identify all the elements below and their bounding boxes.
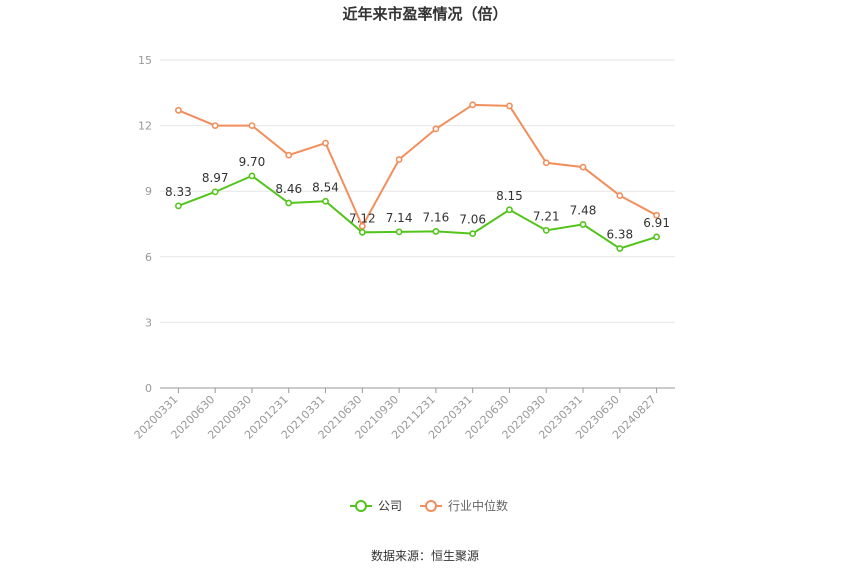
data-label: 9.70 (239, 155, 266, 169)
data-label: 7.06 (459, 213, 486, 227)
data-label: 8.54 (312, 180, 339, 194)
data-label: 7.14 (386, 211, 413, 225)
series-line-0 (178, 174, 657, 250)
series-point-1 (285, 151, 293, 159)
y-tick-label: 12 (138, 120, 152, 133)
series-point-0 (395, 228, 403, 236)
series-point-1 (322, 139, 329, 147)
series-point-0 (358, 228, 366, 236)
data-label: 8.46 (275, 182, 302, 196)
series-point-0 (469, 230, 477, 238)
legend-item-0[interactable]: 公司 (350, 499, 402, 513)
series-point-1 (653, 211, 661, 219)
data-label: 7.12 (349, 211, 376, 225)
series-point-1 (174, 106, 182, 114)
series-point-1 (248, 122, 256, 129)
legend-label: 公司 (378, 499, 402, 513)
series-point-0 (211, 188, 219, 196)
data-label: 7.16 (423, 210, 450, 224)
chart-title: 近年来市盈率情况（倍） (342, 5, 507, 23)
data-label: 7.21 (533, 209, 560, 223)
legend-marker-icon (355, 500, 367, 512)
y-tick-label: 15 (138, 54, 152, 67)
series-point-0 (285, 199, 293, 207)
legend-label: 行业中位数 (448, 498, 508, 513)
series-point-0 (579, 221, 587, 228)
series-point-0 (653, 233, 661, 241)
series-point-0 (174, 202, 182, 210)
series-point-0 (542, 226, 550, 234)
series-point-1 (579, 163, 587, 171)
data-label: 8.97 (202, 171, 229, 185)
data-label: 8.15 (496, 189, 523, 203)
series-point-0 (616, 245, 624, 252)
series-point-1 (506, 102, 513, 110)
data-label: 7.48 (570, 203, 597, 217)
y-tick-label: 3 (145, 316, 152, 329)
series-point-1 (616, 192, 624, 199)
series-point-1 (358, 222, 366, 230)
y-tick-label: 9 (145, 185, 152, 198)
series-point-0 (322, 197, 329, 205)
grid-lines (160, 59, 675, 323)
series-point-1 (542, 159, 550, 167)
series-point-1 (395, 156, 403, 163)
series-point-0 (506, 206, 513, 214)
y-tick-label: 6 (145, 251, 152, 264)
x-axis: 2020033120200630202009302020123120210331… (132, 387, 675, 442)
series (174, 101, 661, 252)
source-text: 数据来源：恒生聚源 (371, 548, 479, 563)
series-point-0 (432, 228, 440, 235)
series-point-1 (469, 101, 477, 109)
data-label: 6.38 (606, 227, 633, 241)
data-label: 6.91 (643, 216, 670, 230)
data-labels: 8.33 8.97 9.70 8.46 8.54 7.12 7.14 7.16 7.06 8.15… (165, 155, 670, 242)
y-axis: 0 3 6 9 12 15 (138, 54, 152, 395)
series-point-0 (248, 172, 256, 180)
data-label: 8.33 (165, 185, 192, 199)
legend[interactable]: 公司 行业中位数 (350, 498, 508, 513)
legend-item-1[interactable]: 行业中位数 (420, 498, 508, 513)
legend-marker-icon (425, 500, 437, 512)
series-line-1 (178, 103, 658, 229)
y-tick-label: 0 (145, 382, 152, 395)
series-point-1 (432, 125, 440, 133)
series-point-1 (211, 122, 219, 129)
